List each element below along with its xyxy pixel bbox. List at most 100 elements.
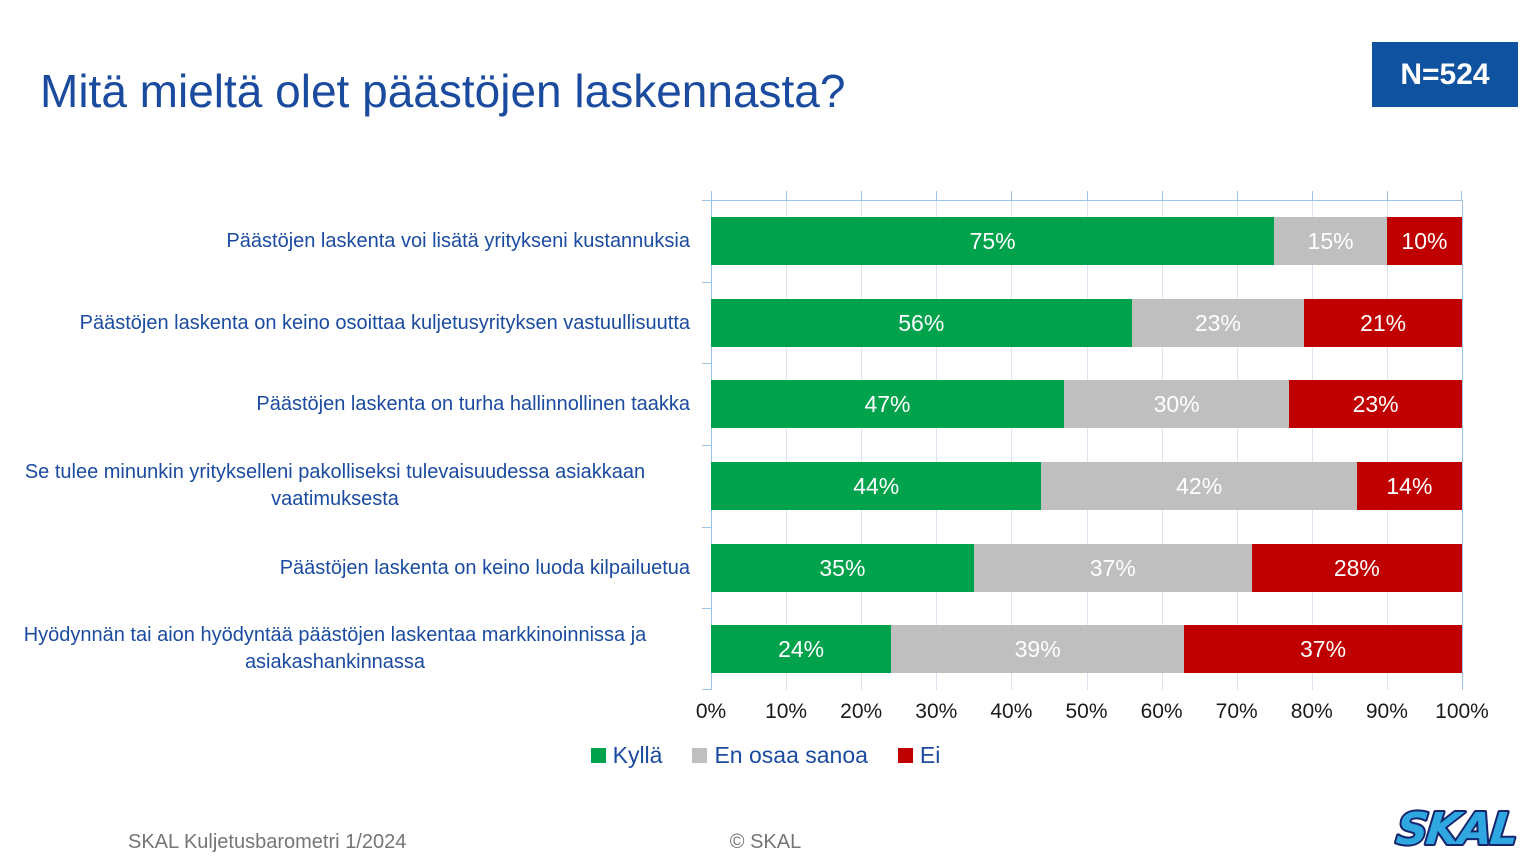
gridline [861, 200, 863, 690]
category-label-row: Päästöjen laskenta voi lisätä yritykseni… [0, 200, 690, 282]
chart-legend: Kyllä En osaa sanoa Ei [0, 742, 1531, 769]
top-axis-line [711, 200, 1463, 201]
top-axis-tick [1011, 191, 1013, 200]
bar-segment-ei: 28% [1251, 544, 1462, 592]
page-title: Mitä mieltä olet päästöjen laskennasta? [40, 65, 846, 117]
legend-item-kyllä: Kyllä [590, 742, 662, 769]
bar-row: 56% 23% 21% [711, 299, 1462, 347]
footer-source: SKAL Kuljetusbarometri 1/2024 [128, 831, 407, 853]
bar-value-label: 39% [1014, 635, 1061, 662]
bar-segment-ei: 37% [1184, 625, 1462, 673]
bar-value-label: 30% [1153, 390, 1200, 417]
bar-value-label: 44% [853, 472, 900, 499]
bar-segment-ei: 21% [1304, 299, 1462, 347]
bar-row: 24% 39% 37% [711, 625, 1462, 673]
x-tick-label: 20% [840, 700, 883, 723]
x-tick-label: 70% [1215, 700, 1258, 723]
category-label: Päästöjen laskenta on keino luoda kilpai… [279, 556, 690, 579]
bar-value-label: 35% [819, 554, 866, 581]
gridline [1011, 200, 1013, 690]
bar-value-label: 10% [1401, 227, 1448, 254]
bar-value-label: 75% [969, 227, 1016, 254]
bar-row: 47% 30% 23% [711, 380, 1462, 428]
x-tick-label: 40% [990, 700, 1033, 723]
bar-segment-kyllä: 56% [711, 299, 1132, 347]
top-axis-tick [936, 191, 938, 200]
sample-size-badge: N=524 [1372, 42, 1518, 107]
bar-segment-ei: 14% [1356, 462, 1462, 510]
gridline [1086, 200, 1088, 690]
sample-size-label: N=524 [1400, 57, 1490, 91]
bar-segment-ei: 23% [1289, 380, 1462, 428]
legend-item-ei: Ei [897, 742, 940, 769]
gridline [786, 200, 788, 690]
bar-value-label: 14% [1386, 472, 1433, 499]
bar-value-label: 42% [1176, 472, 1223, 499]
x-tick-label: 100% [1435, 700, 1489, 723]
bar-segment-en-osaa-sanoa: 23% [1131, 299, 1305, 347]
x-axis: 0% 10% 20% 30% 40% 50% 60% 70% 80% 90% 100% [696, 700, 1489, 728]
category-label: Se tulee minunkin yritykselleni pakollis… [24, 461, 646, 510]
left-axis-line [711, 200, 712, 690]
gridline [1462, 200, 1463, 690]
bar-value-label: 56% [898, 309, 945, 336]
top-axis-tick [711, 191, 712, 200]
gridline [1386, 200, 1388, 690]
legend-label: En osaa sanoa [714, 742, 868, 768]
left-axis-tick [702, 363, 711, 364]
x-tick-label: 10% [765, 700, 808, 723]
gridline [1161, 200, 1163, 690]
bar-segment-kyllä: 75% [711, 217, 1275, 265]
legend-swatch-icon [692, 748, 708, 763]
category-label: Päästöjen laskenta on turha hallinnollin… [256, 392, 690, 415]
left-axis-tick [702, 445, 711, 446]
left-axis-tick [702, 282, 711, 283]
bar-segment-kyllä: 35% [711, 544, 974, 592]
category-label-row: Päästöjen laskenta on keino luoda kilpai… [0, 527, 690, 609]
legend-swatch-icon [897, 748, 913, 763]
category-label: Päästöjen laskenta voi lisätä yritykseni… [226, 229, 690, 252]
bar-segment-en-osaa-sanoa: 42% [1041, 462, 1357, 510]
bar-value-label: 37% [1300, 635, 1347, 662]
legend-swatch-icon [590, 748, 606, 763]
bar-row: 35% 37% 28% [711, 544, 1462, 592]
bar-segment-kyllä: 24% [711, 625, 892, 673]
bar-segment-en-osaa-sanoa: 15% [1274, 217, 1387, 265]
category-label-row: Päästöjen laskenta on turha hallinnollin… [0, 363, 690, 445]
bar-segment-kyllä: 44% [711, 462, 1042, 510]
category-label-row: Päästöjen laskenta on keino osoittaa kul… [0, 282, 690, 364]
bar-value-label: 23% [1352, 390, 1399, 417]
gridline [1311, 200, 1313, 690]
top-axis-tick [1086, 191, 1088, 200]
left-axis-tick [702, 608, 711, 609]
x-tick-label: 50% [1065, 700, 1108, 723]
chart-plot-area: 75% 15% 10% 56% 23% 21% 47% 30% 23% 44% 42% 14% 35% 3… [702, 191, 1463, 690]
skal-logo: SKAL [1392, 802, 1521, 857]
category-label: Hyödynnän tai aion hyödyntää päästöjen l… [23, 624, 647, 673]
bar-value-label: 21% [1360, 309, 1407, 336]
x-tick-label: 90% [1365, 700, 1408, 723]
bar-segment-en-osaa-sanoa: 37% [973, 544, 1252, 592]
footer-copyright: © SKAL [729, 831, 802, 853]
top-axis-tick [861, 191, 863, 200]
x-tick-label: 0% [695, 700, 727, 723]
x-tick-label: 80% [1290, 700, 1333, 723]
top-axis-tick [786, 191, 788, 200]
category-label-row: Hyödynnän tai aion hyödyntää päästöjen l… [0, 608, 690, 690]
left-axis-tick [702, 527, 711, 528]
bar-value-label: 23% [1194, 309, 1241, 336]
bar-value-label: 37% [1089, 554, 1136, 581]
legend-item-en-osaa-sanoa: En osaa sanoa [692, 742, 868, 769]
bar-segment-kyllä: 47% [711, 380, 1064, 428]
category-label-row: Se tulee minunkin yritykselleni pakollis… [0, 445, 690, 527]
category-labels: Päästöjen laskenta voi lisätä yritykseni… [0, 200, 690, 690]
bar-segment-en-osaa-sanoa: 30% [1063, 380, 1290, 428]
category-label: Päästöjen laskenta on keino osoittaa kul… [79, 311, 690, 334]
x-tick-label: 30% [915, 700, 958, 723]
top-axis-tick [1461, 191, 1462, 200]
gridline [936, 200, 938, 690]
top-axis-tick [1161, 191, 1163, 200]
bar-segment-ei: 10% [1386, 217, 1462, 265]
bar-segment-en-osaa-sanoa: 39% [891, 625, 1185, 673]
